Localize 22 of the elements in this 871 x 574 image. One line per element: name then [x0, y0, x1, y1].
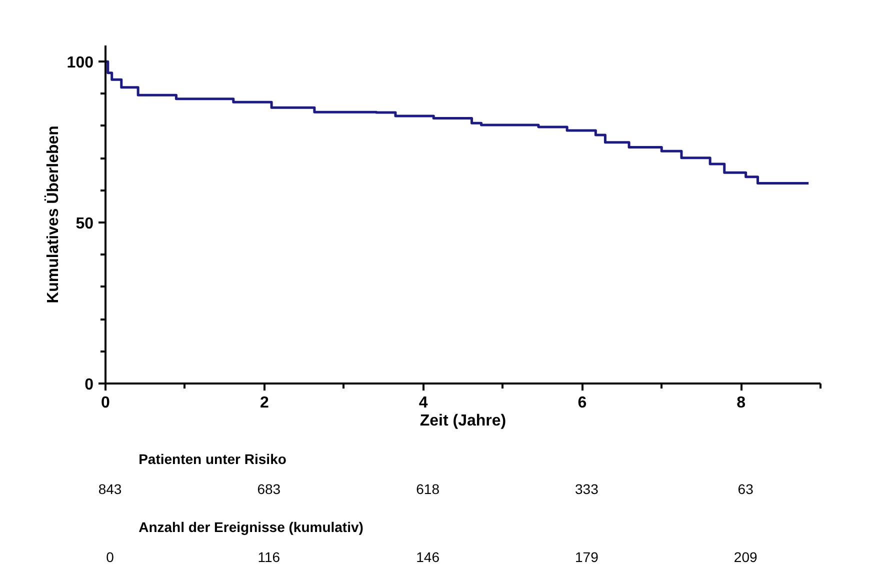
y-tick-label: 50	[76, 216, 94, 233]
text: 179	[575, 548, 598, 567]
text: 843	[98, 480, 122, 499]
text: 116	[258, 548, 280, 567]
y-tick-label: 0	[84, 376, 94, 394]
y-axis-title: Kumulatives Überleben	[44, 126, 62, 304]
y-tick-label: 100	[66, 54, 94, 72]
text: Anzahl der Ereignisse (kumulativ)	[138, 518, 364, 537]
x-tick-label: 4	[418, 394, 428, 412]
x-tick-label: 8	[736, 394, 746, 412]
text: 618	[416, 480, 440, 499]
x-axis-title: Zeit (Jahre)	[420, 412, 506, 430]
text: 209	[734, 548, 758, 567]
x-tick-label: 0	[101, 394, 110, 412]
text: 0	[106, 548, 114, 567]
text: 683	[257, 480, 281, 499]
x-tick-label: 2	[260, 394, 269, 412]
text: Patienten unter Risiko	[138, 450, 286, 469]
x-tick-label: 6	[578, 394, 587, 412]
text: 146	[416, 548, 440, 567]
text: 333	[575, 480, 598, 499]
text: 63	[738, 480, 754, 499]
